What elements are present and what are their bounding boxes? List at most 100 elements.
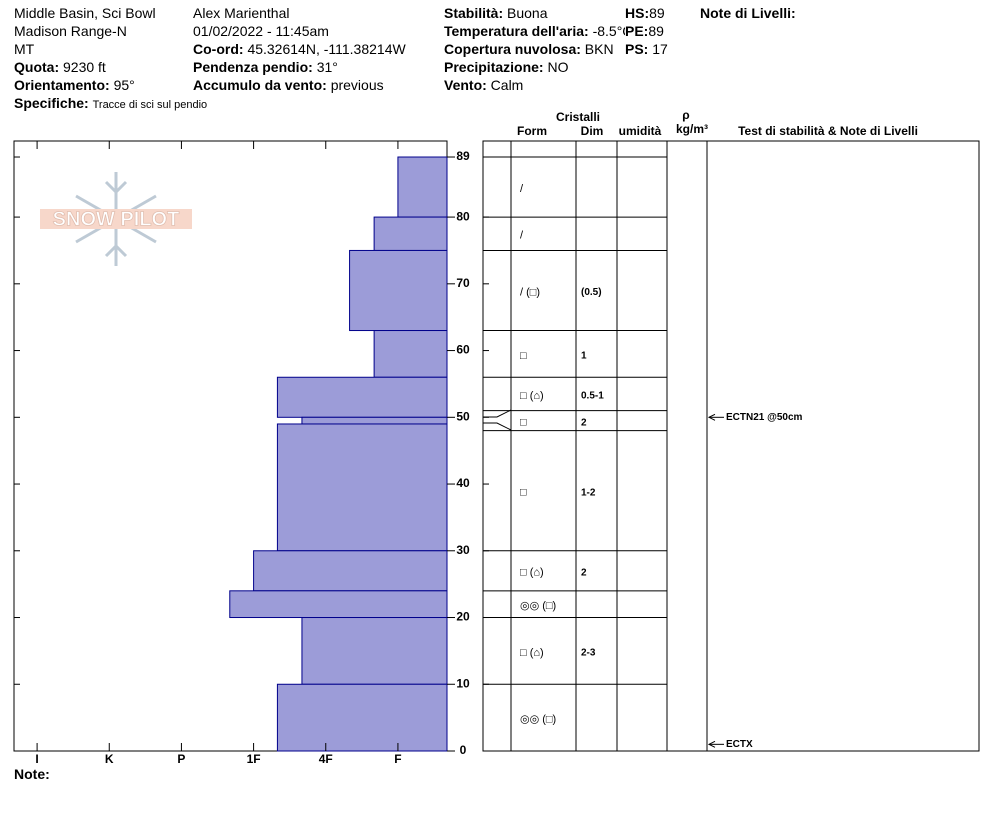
label: PS: — [625, 41, 649, 57]
label: Stabilità: — [444, 5, 504, 21]
field: Temperatura dell'aria: -8.5°C — [444, 22, 632, 40]
hardness-bar — [276, 376, 448, 418]
hardness-bar — [301, 617, 448, 685]
datetime: 01/02/2022 - 11:45am — [193, 23, 329, 39]
col-header: umidità — [619, 124, 662, 138]
label: Accumulo da vento: — [193, 77, 327, 93]
label: PE: — [625, 23, 649, 39]
x-tick-label: 4F — [319, 752, 333, 766]
crystal-form: □ (⌂) — [520, 390, 544, 402]
table-columns — [510, 141, 708, 751]
observer: Alex Marienthal — [193, 5, 290, 21]
hardness-bar — [349, 249, 448, 332]
field: Specifiche: Tracce di sci sul pendio — [14, 94, 207, 114]
field: PS: 17 — [625, 40, 668, 58]
field: Quota: 9230 ft — [14, 58, 106, 76]
field: Stabilità: Buona — [444, 4, 548, 22]
field: Accumulo da vento: previous — [193, 76, 384, 94]
crystal-form: □ — [520, 350, 527, 362]
crystal-form: □ (⌂) — [520, 647, 544, 659]
value: Calm — [490, 77, 524, 93]
crystal-form: / (□) — [520, 286, 540, 298]
crystal-form: / — [520, 183, 524, 195]
y-tick-label: 89 — [456, 149, 470, 163]
x-tick-label: 1F — [247, 752, 261, 766]
field: Orientamento: 95° — [14, 76, 135, 94]
hardness-bar — [397, 156, 448, 218]
x-tick-label: P — [177, 752, 185, 766]
crystal-form: □ — [520, 487, 527, 499]
field: Pendenza pendio: 31° — [193, 58, 338, 76]
hardness-bar — [301, 416, 448, 425]
crystal-form: ◎◎ (□) — [520, 600, 556, 612]
value: NO — [547, 59, 569, 75]
crystal-dim: 1 — [581, 351, 587, 362]
value: 89 — [649, 5, 665, 21]
crystal-form: ◎◎ (□) — [520, 714, 556, 726]
value: 9230 ft — [63, 59, 106, 75]
label: Co-ord: — [193, 41, 244, 57]
hardness-bar — [253, 550, 448, 592]
col-header: Test di stabilità & Note di Livelli — [738, 124, 918, 138]
value: BKN — [584, 41, 614, 57]
label: Temperatura dell'aria: — [444, 23, 589, 39]
label: Orientamento: — [14, 77, 110, 93]
state: MT — [14, 41, 35, 57]
table-frame — [482, 140, 980, 752]
field: Vento: Calm — [444, 76, 523, 94]
label: Vento: — [444, 77, 487, 93]
col-header: Cristalli — [556, 110, 600, 124]
y-tick-label: 30 — [456, 543, 470, 557]
y-tick-label: 20 — [456, 610, 470, 624]
y-tick-label: 40 — [456, 476, 470, 490]
value: 31° — [316, 59, 338, 75]
label: Precipitazione: — [444, 59, 544, 75]
crystal-dim: (0.5) — [581, 287, 602, 298]
crystal-form: □ (⌂) — [520, 567, 544, 579]
value: 17 — [652, 41, 668, 57]
hardness-bar — [276, 423, 448, 552]
x-tick-label: K — [105, 752, 114, 766]
crystal-form: / — [520, 230, 524, 242]
logo: SNOW PILOT — [40, 172, 192, 266]
value: 89 — [648, 23, 664, 39]
crystal-dim: 0.5-1 — [581, 391, 604, 402]
location: Middle Basin, Sci Bowl — [14, 5, 156, 21]
field: Co-ord: 45.32614N, -111.38214W — [193, 40, 406, 58]
value: 95° — [113, 77, 135, 93]
col-header: Dim — [581, 124, 604, 138]
field: PE:89 — [625, 22, 664, 40]
field: Precipitazione: NO — [444, 58, 568, 76]
value: -8.5°C — [592, 23, 633, 39]
y-tick-label: 50 — [456, 409, 470, 423]
field: HS:89 — [625, 4, 665, 22]
note: Note: — [14, 766, 50, 782]
range: Madison Range-N — [14, 23, 127, 39]
crystal-dim: 2-3 — [581, 648, 596, 659]
test-label: ECTX — [726, 739, 753, 750]
hardness-bar — [229, 590, 448, 619]
y-tick-label: 10 — [456, 676, 470, 690]
hardness-bar — [276, 683, 448, 752]
y-tick-label: 80 — [456, 209, 470, 223]
layer-connectors — [483, 409, 512, 431]
col-header: Form — [517, 124, 547, 138]
x-tick-label: I — [35, 752, 38, 766]
test-arrowhead — [707, 413, 716, 421]
label: Specifiche: — [14, 95, 89, 111]
layer-notes: Note di Livelli: — [700, 5, 796, 21]
crystal-dim: 2 — [581, 417, 587, 428]
col-header: kg/m³ — [676, 122, 708, 136]
hardness-bar — [373, 216, 448, 251]
label: HS: — [625, 5, 650, 21]
y-tick-label: 0 — [460, 743, 467, 757]
logo-text: SNOW PILOT — [53, 208, 180, 230]
logo-band — [40, 209, 192, 229]
x-tick-label: F — [394, 752, 401, 766]
label: Quota: — [14, 59, 60, 75]
value: previous — [330, 77, 384, 93]
value: Tracce di sci sul pendio — [92, 99, 208, 111]
test-label: ECTN21 @50cm — [726, 412, 803, 423]
